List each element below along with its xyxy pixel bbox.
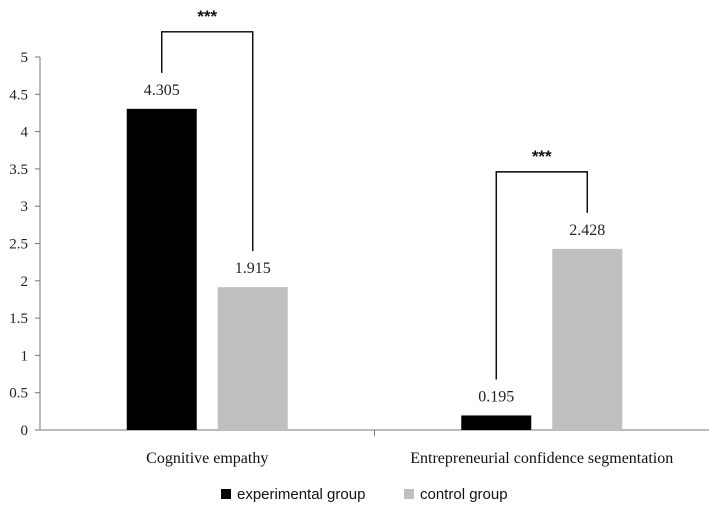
- legend-label-control: control group: [420, 486, 508, 503]
- significance-bracket: [161, 31, 254, 252]
- bar: [461, 415, 532, 430]
- y-tick-label: 4: [21, 125, 29, 141]
- significance-brackets: *** ***: [161, 7, 588, 380]
- y-tick-label: 3.5: [9, 162, 28, 178]
- significance-label: ***: [532, 147, 552, 166]
- y-tick-label: 0.5: [9, 386, 28, 402]
- significance-label: ***: [197, 7, 217, 26]
- y-tick-label: 2: [21, 274, 29, 290]
- bars: 4.305 1.915 0.195 2.428: [126, 82, 623, 431]
- y-tick-label: 2.5: [9, 237, 28, 253]
- y-tick-label: 1.5: [9, 311, 28, 327]
- bar: [552, 248, 623, 430]
- y-tick-label: 4.5: [9, 87, 28, 103]
- y-axis: 0 0.5 1 1.5 2 2.5 3 3.5 4 4.5 5: [9, 50, 41, 439]
- bar: [217, 287, 288, 430]
- y-tick-label: 1: [21, 348, 29, 364]
- x-axis: Cognitive empathy Entrepreneurial confide…: [40, 429, 709, 467]
- significance-bracket: [495, 171, 588, 380]
- category-label: Entrepreneurial confidence segmentation: [410, 450, 673, 467]
- bar: [126, 108, 197, 431]
- legend: experimental group control group: [221, 486, 508, 503]
- legend-swatch-experimental: [221, 489, 231, 499]
- y-tick-label: 5: [21, 50, 29, 66]
- y-tick-label: 0: [21, 423, 29, 439]
- legend-swatch-control: [404, 489, 414, 499]
- y-tick-label: 3: [21, 199, 29, 215]
- category-label: Cognitive empathy: [146, 450, 268, 467]
- data-label: 1.915: [235, 260, 271, 277]
- data-label: 4.305: [144, 82, 180, 99]
- legend-label-experimental: experimental group: [237, 486, 365, 503]
- data-label: 0.195: [478, 388, 514, 405]
- data-label: 2.428: [569, 222, 605, 239]
